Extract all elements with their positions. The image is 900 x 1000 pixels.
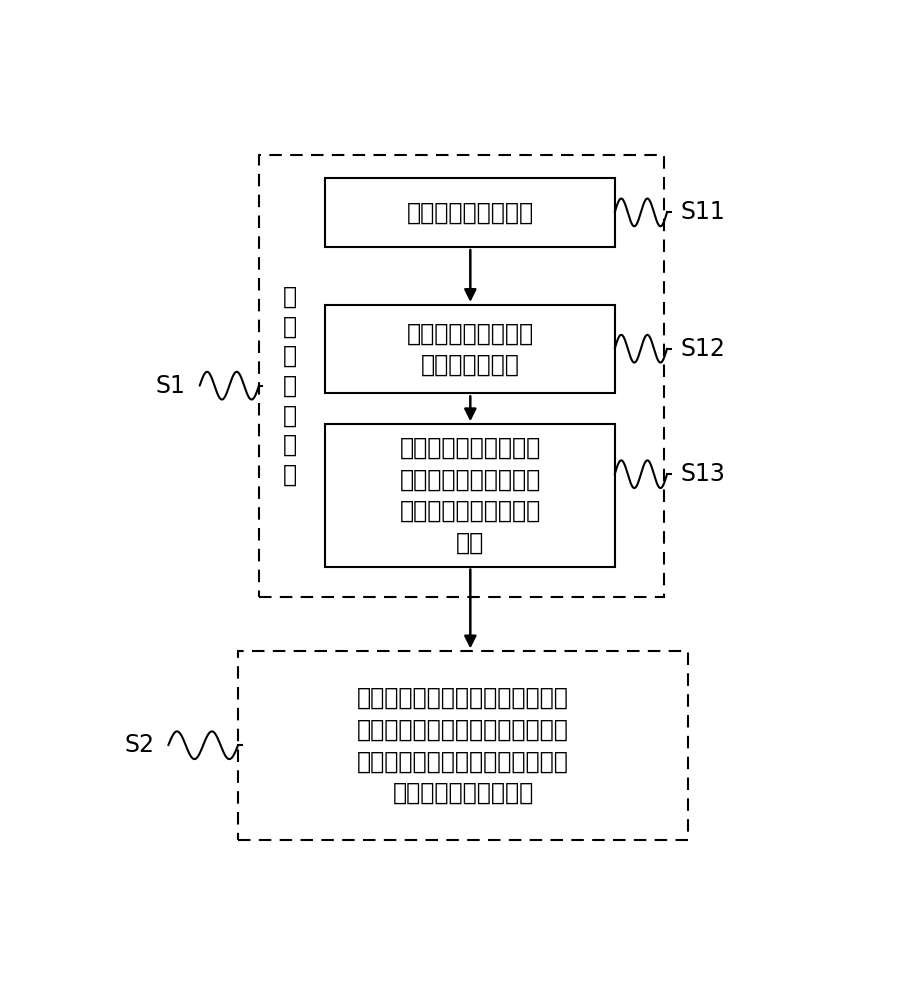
Text: 将同步误差分成实部
误差和虚部误差: 将同步误差分成实部 误差和虚部误差 [407,321,534,377]
Bar [325,424,615,567]
Text: S1: S1 [156,374,185,398]
Bar [238,651,688,840]
Bar [325,178,615,247]
Text: S12: S12 [681,337,725,361]
Text: S11: S11 [681,200,725,224]
Text: S13: S13 [681,462,725,486]
Text: 定义系统的同步误差: 定义系统的同步误差 [407,200,534,224]
Text: 设
计
同
步
控
制
器: 设 计 同 步 控 制 器 [284,285,297,487]
Bar [325,305,615,393]
Text: 根据实部误差和虚部误
差分别设计实部自适应
控制器和虚部自适应控
制器: 根据实部误差和虚部误 差分别设计实部自适应 控制器和虚部自适应控 制器 [400,436,541,555]
Text: 将实部自适应控制器引入到表征响
应网络的实部部分的模型中；将虚
部自适应控制器引入到表征响应网
络的虚部部分的模型中: 将实部自适应控制器引入到表征响 应网络的实部部分的模型中；将虚 部自适应控制器引… [357,686,569,805]
Text: S2: S2 [124,733,155,757]
Bar [259,155,663,597]
